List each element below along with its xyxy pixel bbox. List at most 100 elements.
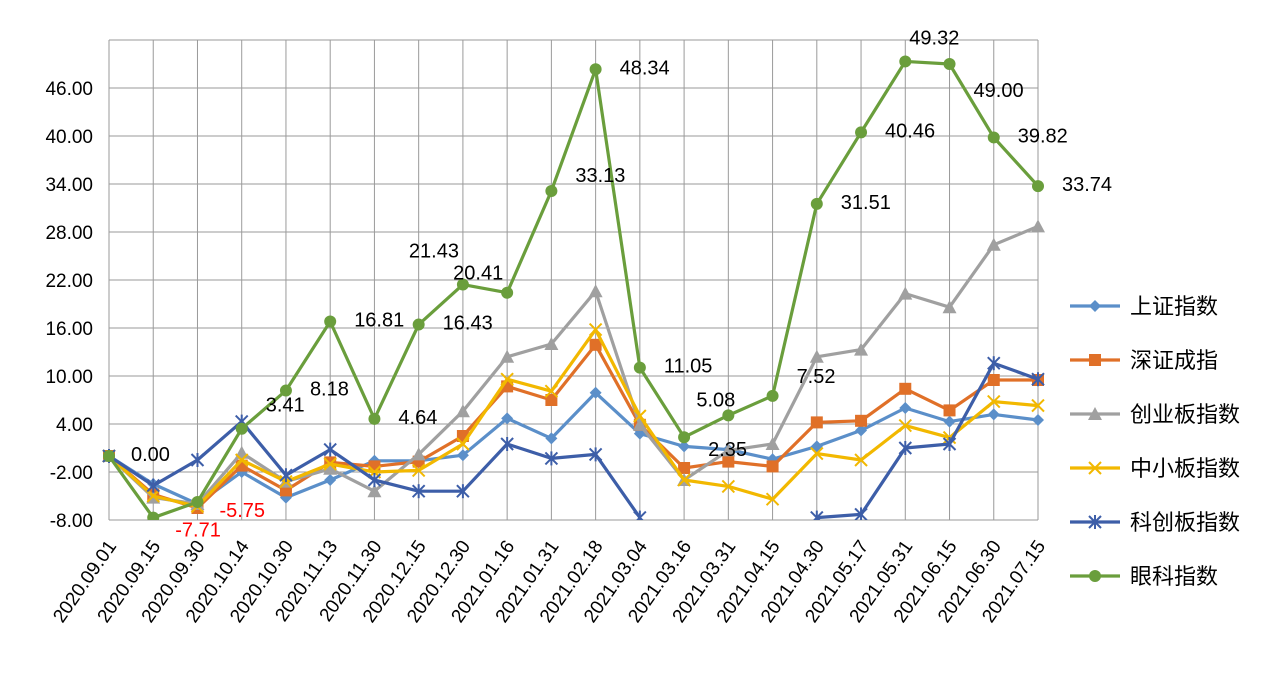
- y-tick-label: 16.00: [45, 319, 93, 340]
- data-point: [190, 453, 205, 467]
- data-point: [678, 431, 691, 444]
- data-point: [810, 197, 823, 210]
- data-point: [942, 300, 957, 314]
- data-label: 31.51: [841, 192, 891, 214]
- legend-item: 创业板指数: [1070, 402, 1240, 427]
- y-tick-label: 40.00: [45, 127, 93, 148]
- data-point: [323, 442, 337, 457]
- data-point: [987, 374, 1000, 386]
- data-point: [456, 278, 469, 291]
- data-point: [279, 384, 292, 397]
- legend-item: 眼科指数: [1070, 564, 1218, 589]
- y-tick-label: -2.00: [50, 463, 93, 484]
- data-point: [411, 447, 426, 461]
- data-label: -5.75: [219, 500, 265, 522]
- data-point: [1088, 407, 1102, 420]
- data-point: [103, 450, 115, 462]
- data-point: [1088, 461, 1102, 475]
- data-label: 21.43: [409, 241, 459, 263]
- data-label: 4.64: [398, 407, 437, 429]
- data-point: [589, 338, 602, 351]
- series-line: [107, 343, 1038, 510]
- data-label: 40.46: [885, 120, 935, 142]
- data-point: [545, 432, 558, 445]
- y-tick-label: 46.00: [45, 79, 93, 100]
- data-point: [1031, 372, 1045, 387]
- data-point: [323, 461, 338, 475]
- data-point: [855, 424, 868, 437]
- data-point: [367, 484, 382, 498]
- data-point: [146, 478, 160, 493]
- y-tick-label: 4.00: [56, 415, 93, 436]
- data-point: [987, 131, 1000, 144]
- y-axis: -8.00 -2.00 4.00 10.00 16.00 22.00 28.00 34.00 4…: [45, 79, 93, 532]
- data-point: [633, 409, 647, 423]
- data-point: [324, 474, 337, 486]
- data-point: [589, 386, 602, 399]
- data-point: [545, 184, 558, 197]
- data-point: [942, 437, 957, 451]
- data-point: [986, 237, 1001, 251]
- legend-item: 上证指数: [1070, 294, 1218, 319]
- data-point: [588, 322, 603, 337]
- data-point: [721, 443, 736, 457]
- data-point: [721, 479, 736, 494]
- data-point: [899, 55, 912, 68]
- series-1: [103, 386, 1044, 510]
- series-line: [107, 224, 1039, 506]
- data-point: [810, 510, 824, 520]
- legend-item: 中小板指数: [1070, 456, 1240, 481]
- data-label: 48.34: [620, 57, 670, 79]
- data-point: [501, 412, 514, 425]
- data-point: [1089, 570, 1101, 582]
- data-point: [854, 342, 869, 356]
- data-point: [500, 437, 514, 451]
- data-point: [943, 415, 956, 428]
- data-point: [500, 372, 514, 386]
- data-point: [766, 389, 779, 402]
- series-line: [108, 391, 1039, 506]
- data-point: [899, 402, 912, 414]
- data-point: [544, 384, 559, 398]
- data-point: [279, 468, 293, 483]
- legend-item: 深证成指: [1070, 348, 1218, 373]
- series-line: [816, 361, 1039, 520]
- series-5: [102, 356, 1045, 520]
- data-point: [987, 394, 1001, 409]
- data-point: [765, 492, 780, 506]
- data-point: [987, 408, 1000, 421]
- legend-label: 科创板指数: [1130, 510, 1240, 535]
- data-point: [588, 447, 603, 462]
- y-tick-label: 28.00: [45, 223, 93, 244]
- x-axis: 2020.09.012020.09.152020.09.302020.10.14…: [49, 536, 1050, 626]
- data-point: [235, 422, 248, 435]
- data-point: [544, 337, 559, 350]
- data-point: [412, 318, 425, 331]
- data-point: [324, 315, 337, 328]
- legend-label: 上证指数: [1130, 294, 1218, 319]
- data-point: [147, 511, 160, 520]
- legend-label: 中小板指数: [1130, 456, 1240, 481]
- data-point: [1089, 300, 1101, 312]
- data-point: [588, 284, 603, 298]
- data-point: [898, 441, 912, 455]
- data-point: [898, 286, 913, 300]
- data-point: [899, 382, 912, 395]
- data-label: 20.41: [453, 263, 503, 285]
- legend-item: 科创板指数: [1070, 510, 1240, 535]
- data-point: [1032, 180, 1044, 193]
- series-6: [103, 55, 1044, 520]
- data-point: [1088, 515, 1102, 529]
- data-point: [545, 394, 558, 406]
- series-group: [102, 55, 1045, 520]
- data-point: [1031, 219, 1045, 233]
- series-line: [107, 328, 1039, 508]
- data-label: 11.05: [664, 356, 713, 378]
- data-label: 8.18: [310, 379, 349, 401]
- data-point: [678, 440, 691, 453]
- data-point: [235, 453, 249, 467]
- data-point: [633, 361, 646, 374]
- y-tick-label: -8.00: [50, 511, 93, 532]
